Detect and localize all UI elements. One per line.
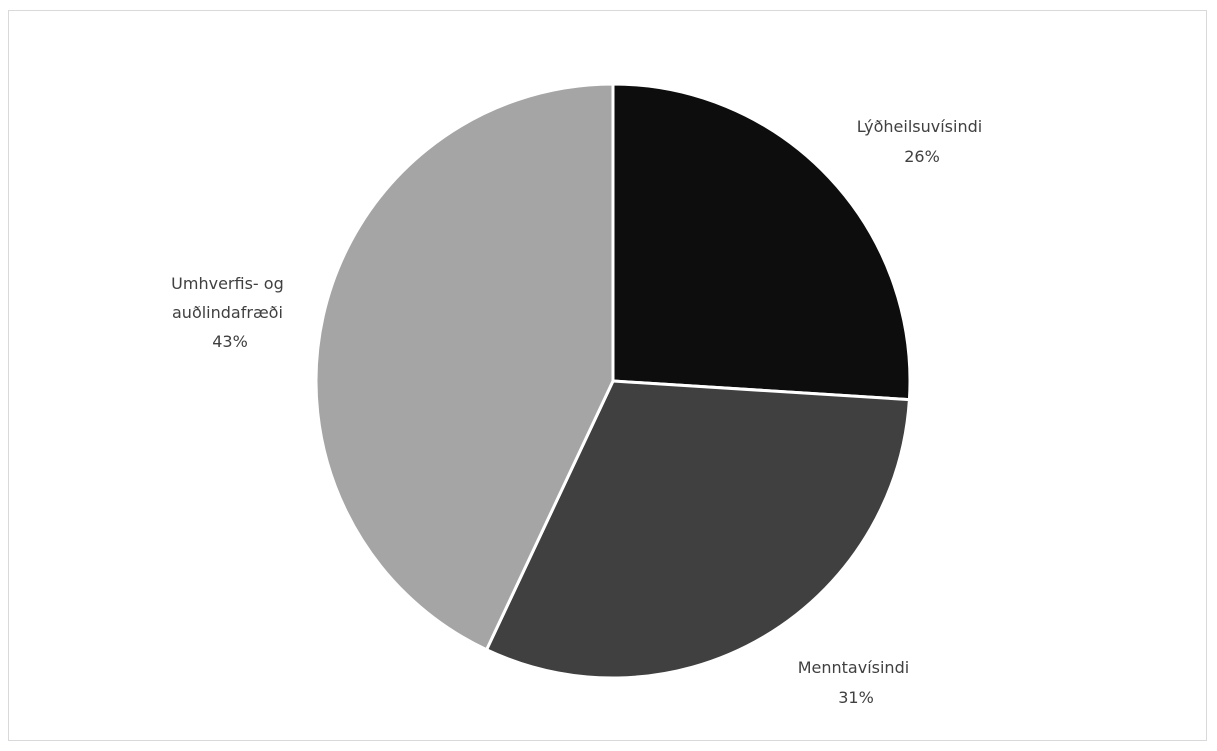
pie-slice-2 [314, 82, 615, 652]
slice-label-menntavisindi-value: 31% [838, 688, 874, 707]
pie-labels: Lýðheilsuvísindi 26% Menntavísindi 31% U… [171, 117, 988, 707]
slice-label-umhverfis-name-line1: Umhverfis- og [171, 274, 284, 293]
slice-label-menntavisindi-name: Menntavísindi [798, 658, 909, 677]
slice-label-umhverfis-value: 43% [212, 332, 248, 351]
slice-label-lydheilsuvisindi-value: 26% [904, 147, 940, 166]
slice-label-umhverfis: Umhverfis- og auðlindafræði 43% [171, 274, 289, 351]
pie-slices [314, 82, 912, 680]
pie-slice-1 [485, 379, 911, 680]
slice-label-lydheilsuvisindi-name: Lýðheilsuvísindi [857, 117, 983, 136]
slice-label-umhverfis-name-line2: auðlindafræði [172, 303, 283, 322]
slice-label-menntavisindi: Menntavísindi 31% [798, 658, 915, 707]
pie-slice-0 [611, 82, 912, 402]
slice-label-lydheilsuvisindi: Lýðheilsuvísindi 26% [857, 117, 988, 166]
